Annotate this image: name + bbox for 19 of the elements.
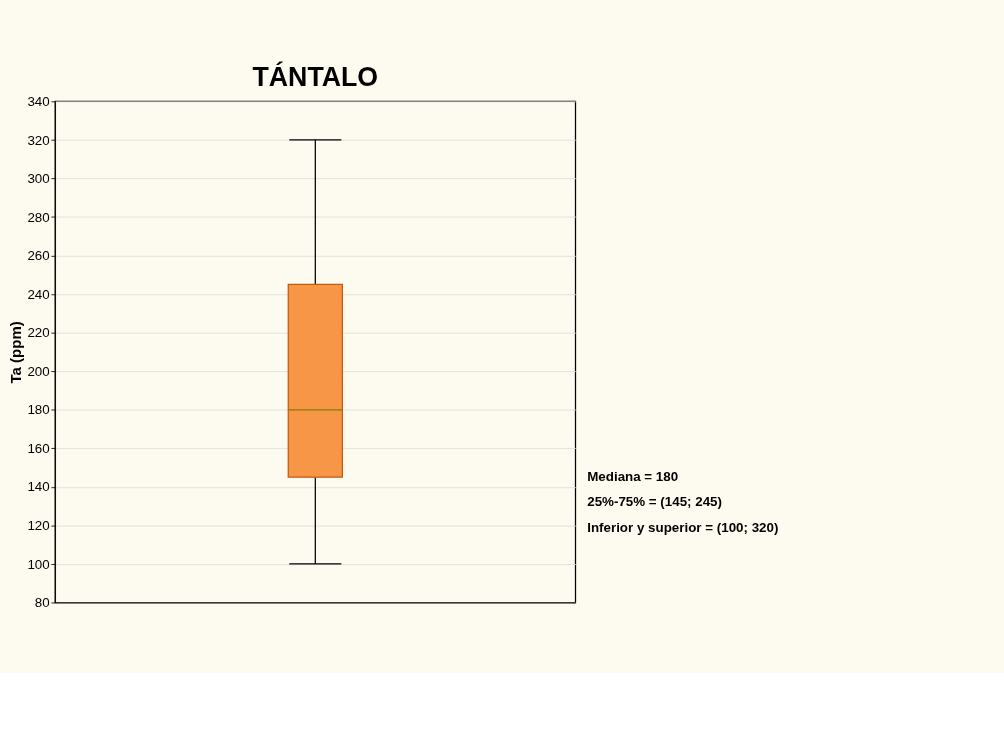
y-tick-label: 80 [34, 595, 50, 611]
y-tick-label: 240 [27, 286, 50, 302]
y-axis-title: Ta (ppm) [6, 321, 24, 384]
text: 25%-75% = (145; 245) [587, 494, 722, 510]
text: Inferior y superior = (100; 320) [587, 519, 779, 535]
chart-title: TÁNTALO [252, 60, 379, 92]
y-tick-label: 160 [27, 440, 50, 456]
y-tick-label: 100 [27, 556, 50, 572]
y-tick-label: 220 [27, 325, 50, 341]
y-tick-label: 300 [27, 171, 50, 187]
y-tick-label: 140 [27, 479, 50, 495]
y-tick-label: 320 [27, 132, 50, 148]
y-tick-label: 180 [27, 402, 50, 418]
y-tick-label: 340 [27, 93, 50, 109]
y-tick-label: 120 [27, 518, 50, 534]
y-tick-label: 260 [27, 248, 50, 264]
y-tick-label: 280 [27, 209, 50, 225]
y-tick-label: 200 [27, 363, 50, 379]
text: Mediana = 180 [587, 469, 679, 485]
